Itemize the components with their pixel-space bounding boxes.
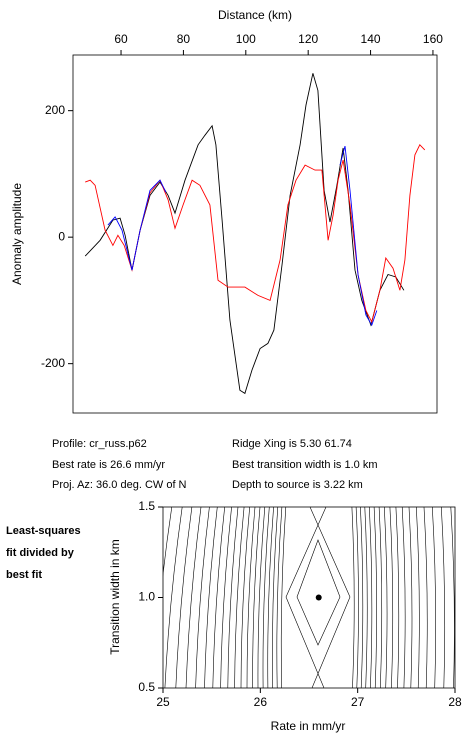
x-tick-label: 28 — [448, 695, 462, 709]
series-line — [107, 179, 167, 271]
y-tick-label: 0.5 — [138, 680, 155, 694]
x-tick-label: 25 — [156, 695, 170, 709]
contour-lines — [163, 507, 455, 688]
x-tick-label: 160 — [423, 32, 443, 46]
y-tick-label: 1.5 — [138, 499, 155, 513]
x-tick-label: 140 — [361, 32, 381, 46]
contour-line — [163, 507, 455, 688]
x-axis-title: Rate in mm/yr — [271, 719, 346, 733]
series-line — [339, 145, 378, 327]
series-line — [84, 73, 405, 395]
x-tick-label: 80 — [177, 32, 191, 46]
info-text: Best transition width is 1.0 km — [232, 459, 378, 471]
x-tick-label: 60 — [114, 32, 128, 46]
x-tick-label: 26 — [254, 695, 268, 709]
info-text: Proj. Az: 36.0 deg. CW of N — [52, 479, 187, 491]
series-line — [85, 144, 426, 324]
y-axis-title: Anomaly amplitude — [10, 183, 24, 285]
y-tick-label: 0 — [58, 229, 65, 243]
y-tick-label: 200 — [45, 103, 65, 117]
y-axis-title: Transition width in km — [108, 539, 122, 655]
point — [315, 594, 322, 601]
x-axis-title: Distance (km) — [218, 8, 292, 22]
plot-frame — [162, 506, 456, 689]
side-label: best fit — [6, 569, 42, 581]
plot-frame — [72, 54, 438, 414]
x-tick-label: 120 — [298, 32, 318, 46]
y-tick-label: 1.0 — [138, 590, 155, 604]
info-text: Profile: cr_russ.p62 — [52, 438, 147, 450]
y-tick-label: -200 — [41, 356, 65, 370]
side-label: Least-squares — [6, 525, 81, 537]
info-text: Ridge Xing is 5.30 61.74 — [232, 438, 352, 450]
info-text: Depth to source is 3.22 km — [232, 479, 363, 491]
info-text: Best rate is 26.6 mm/yr — [52, 459, 165, 471]
x-tick-label: 27 — [351, 695, 365, 709]
x-tick-label: 100 — [236, 32, 256, 46]
side-label: fit divided by — [6, 547, 75, 559]
